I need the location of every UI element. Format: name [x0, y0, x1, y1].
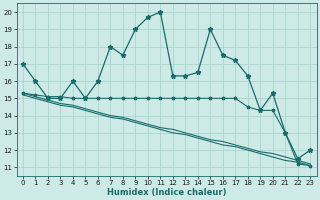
X-axis label: Humidex (Indice chaleur): Humidex (Indice chaleur)	[107, 188, 226, 197]
